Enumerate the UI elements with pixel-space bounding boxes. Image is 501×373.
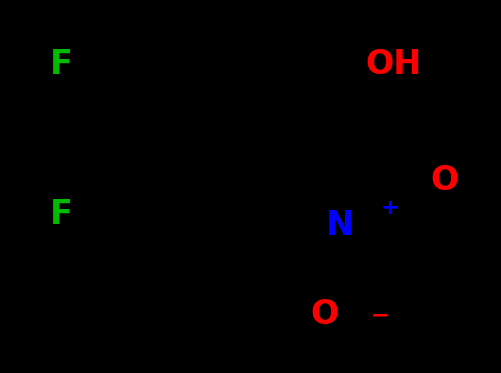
Text: +: + [381, 198, 399, 218]
Text: OH: OH [366, 48, 422, 81]
Text: F: F [50, 48, 73, 81]
Text: N: N [326, 209, 354, 242]
Text: −: − [371, 306, 389, 326]
Text: O: O [431, 164, 459, 197]
Text: O: O [311, 298, 339, 331]
Text: F: F [50, 198, 73, 231]
